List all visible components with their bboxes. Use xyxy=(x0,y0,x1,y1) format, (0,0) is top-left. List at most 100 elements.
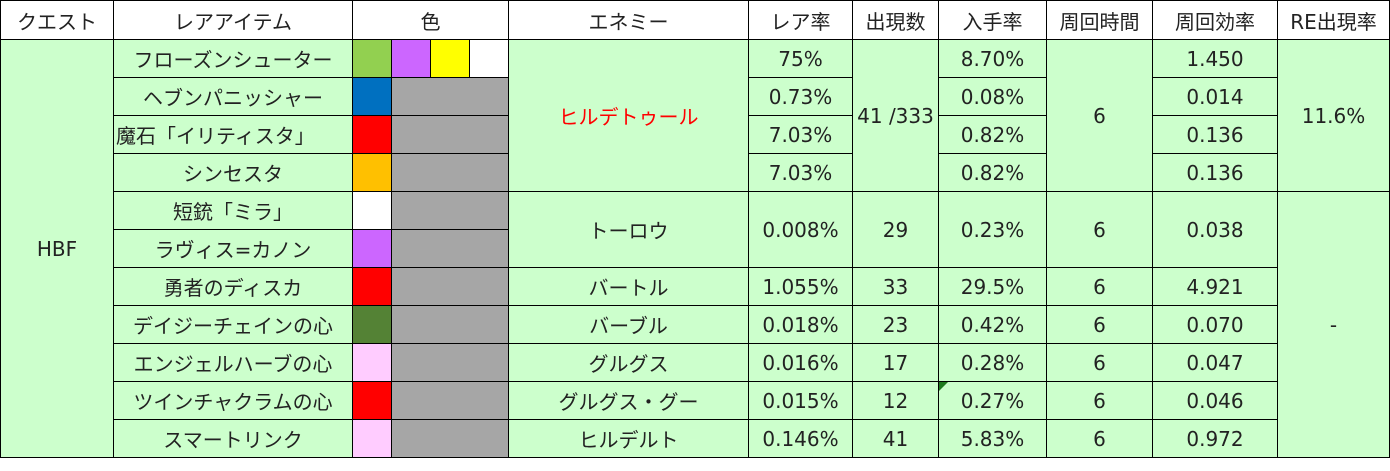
color-swatch-empty xyxy=(391,229,509,268)
enemy-cell: ヒルデトゥール xyxy=(508,39,749,192)
rare-rate-cell: 7.03% xyxy=(748,153,853,192)
efficiency-cell: 4.921 xyxy=(1152,267,1278,306)
efficiency-cell: 0.047 xyxy=(1152,343,1278,382)
item-cell: フローズンシューター xyxy=(113,39,353,78)
enemy-cell: グルグス・グー xyxy=(508,381,749,420)
color-swatch-empty xyxy=(391,115,509,154)
color-swatch-empty xyxy=(391,343,509,382)
color-swatch xyxy=(352,419,392,458)
color-swatch xyxy=(352,191,392,230)
rare-rate-cell: 1.055% xyxy=(748,267,853,306)
header-rare-rate: レア率 xyxy=(748,0,853,40)
efficiency-cell: 0.972 xyxy=(1152,419,1278,458)
efficiency-cell: 0.136 xyxy=(1152,153,1278,192)
efficiency-cell: 0.136 xyxy=(1152,115,1278,154)
table-row: HBF フローズンシューター ヒルデトゥール 75% 41 /333 8.70%… xyxy=(0,39,1390,458)
color-swatch xyxy=(352,115,392,154)
quest-cell: HBF xyxy=(0,39,114,458)
acquisition-rate-cell: 29.5% xyxy=(938,267,1047,306)
enemy-cell: バートル xyxy=(508,267,749,306)
lap-time-cell: 6 xyxy=(1046,343,1153,382)
item-cell: デイジーチェインの心 xyxy=(113,305,353,344)
enemy-cell: トーロウ xyxy=(508,191,749,268)
item-cell: 勇者のディスカ xyxy=(113,267,353,306)
count-cell: 29 xyxy=(852,191,939,268)
header-enemy: エネミー xyxy=(508,0,749,40)
header-color: 色 xyxy=(352,0,509,40)
lap-time-cell: 6 xyxy=(1046,39,1153,192)
color-swatch-empty xyxy=(391,77,509,116)
rare-rate-cell: 0.146% xyxy=(748,419,853,458)
efficiency-cell: 0.014 xyxy=(1152,77,1278,116)
acquisition-rate-cell: 0.42% xyxy=(938,305,1047,344)
rare-rate-cell: 0.73% xyxy=(748,77,853,116)
efficiency-cell: 0.038 xyxy=(1152,191,1278,268)
lap-time-cell: 6 xyxy=(1046,305,1153,344)
count-cell: 41 xyxy=(852,419,939,458)
color-swatch xyxy=(352,381,392,420)
lap-time-cell: 6 xyxy=(1046,381,1153,420)
header-appearance-count: 出現数 xyxy=(852,0,939,40)
lap-time-cell: 6 xyxy=(1046,191,1153,268)
item-cell: ヘブンパニッシャー xyxy=(113,77,353,116)
table-row: デイジーチェインの心 バーブル 0.018% 23 0.42% 6 0.070 xyxy=(1,305,1390,344)
color-swatch xyxy=(352,39,392,78)
color-swatch-empty xyxy=(391,419,509,458)
table-row: 短銃「ミラ」 トーロウ 0.008% 29 0.23% 6 0.038 - xyxy=(1,191,1390,458)
header-lap-time: 周回時間 xyxy=(1046,0,1153,40)
color-swatch xyxy=(352,343,392,382)
table-row: ヘブンパニッシャー 0.73% 0.08% 0.014 xyxy=(1,77,1390,116)
acquisition-rate-cell: 0.08% xyxy=(938,77,1047,116)
lap-time-cell: 6 xyxy=(1046,267,1153,306)
table-row: シンセスタ 7.03% 0.82% 0.136 xyxy=(1,153,1390,192)
lap-time-cell: 6 xyxy=(1046,419,1153,458)
header-lap-efficiency: 周回効率 xyxy=(1152,0,1278,40)
item-cell: ツインチャクラムの心 xyxy=(113,381,353,420)
drop-rate-table: クエスト レアアイテム 色 エネミー レア率 出現数 入手率 周回時間 周回効率… xyxy=(0,0,1390,458)
rare-rate-cell: 75% xyxy=(748,39,853,78)
table-row: エンジェルハーブの心 グルグス 0.016% 17 0.28% 6 0.047 xyxy=(1,343,1390,382)
rare-rate-cell: 7.03% xyxy=(748,115,853,154)
rare-rate-cell: 0.015% xyxy=(748,381,853,420)
color-swatch xyxy=(469,39,509,78)
header-re-appearance-rate: RE出現率 xyxy=(1277,0,1390,40)
color-swatch xyxy=(352,305,392,344)
color-swatch xyxy=(430,39,470,78)
acquisition-rate-cell: 5.83% xyxy=(938,419,1047,458)
count-cell: 41 /333 xyxy=(852,39,939,192)
color-swatch xyxy=(352,153,392,192)
color-swatch xyxy=(352,77,392,116)
header-rare-item: レアアイテム xyxy=(113,0,353,40)
acquisition-rate-cell: 8.70% xyxy=(938,39,1047,78)
count-cell: 12 xyxy=(852,381,939,420)
count-cell: 23 xyxy=(852,305,939,344)
count-cell: 33 xyxy=(852,267,939,306)
acquisition-rate-cell: 0.82% xyxy=(938,153,1047,192)
item-cell: スマートリンク xyxy=(113,419,353,458)
header-acquisition-rate: 入手率 xyxy=(938,0,1047,40)
color-swatch-empty xyxy=(391,305,509,344)
item-cell: 短銃「ミラ」 xyxy=(113,191,353,230)
rare-rate-cell: 0.016% xyxy=(748,343,853,382)
enemy-cell: ヒルデルト xyxy=(508,419,749,458)
enemy-cell: バーブル xyxy=(508,305,749,344)
item-cell: エンジェルハーブの心 xyxy=(113,343,353,382)
table-row: 勇者のディスカ バートル 1.055% 33 29.5% 6 4.921 xyxy=(1,267,1390,306)
color-swatch-empty xyxy=(391,191,509,230)
color-swatch-empty xyxy=(391,267,509,306)
color-swatch-empty xyxy=(391,381,509,420)
rare-rate-cell: 0.018% xyxy=(748,305,853,344)
acquisition-rate-cell: 0.28% xyxy=(938,343,1047,382)
re-rate-cell: 11.6% xyxy=(1277,39,1390,192)
color-swatch xyxy=(391,39,431,78)
header-quest: クエスト xyxy=(0,0,114,40)
re-rate-cell: - xyxy=(1277,191,1390,458)
table-row: スマートリンク ヒルデルト 0.146% 41 5.83% 6 0.972 xyxy=(1,419,1390,458)
count-cell: 17 xyxy=(852,343,939,382)
rare-rate-cell: 0.008% xyxy=(748,191,853,268)
header-row: クエスト レアアイテム 色 エネミー レア率 出現数 入手率 周回時間 周回効率… xyxy=(0,0,1390,40)
color-swatch xyxy=(352,267,392,306)
item-cell: 魔石「イリティスタ」 xyxy=(113,115,353,154)
efficiency-cell: 0.070 xyxy=(1152,305,1278,344)
table-row: ラヴィス=カノン xyxy=(1,229,1390,268)
